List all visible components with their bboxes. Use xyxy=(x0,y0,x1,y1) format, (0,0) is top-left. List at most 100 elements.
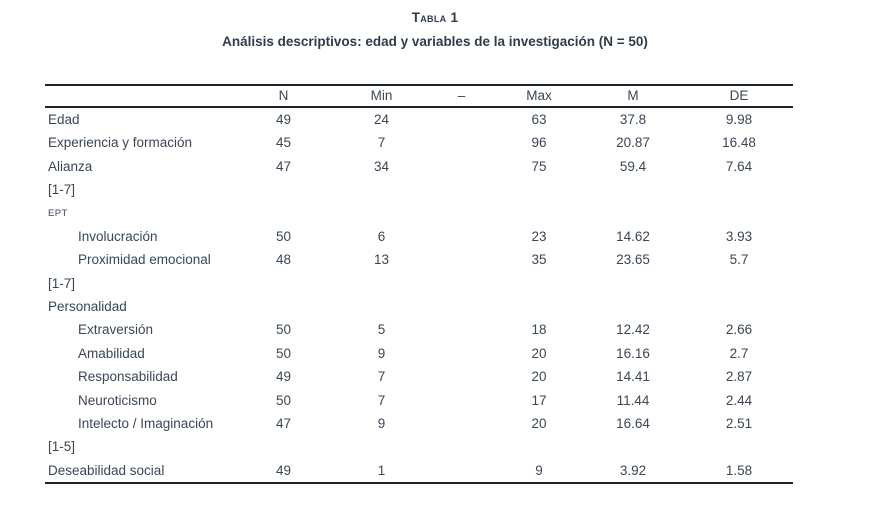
cell-n: 47 xyxy=(275,158,292,174)
table-row: [1-7] xyxy=(45,178,793,201)
cell-m: 20.87 xyxy=(616,135,650,151)
cell-n: 50 xyxy=(275,322,292,338)
table-body: Edad 49 24 63 37.8 9.98 Experiencia y formació… xyxy=(45,108,793,485)
row-label: Intelecto / Imaginación xyxy=(78,416,214,432)
col-header-de: DE xyxy=(729,88,749,104)
table-row: Edad 49 24 63 37.8 9.98 xyxy=(45,108,793,131)
row-label: Extraversión xyxy=(78,322,154,338)
row-label: Alianza xyxy=(48,158,93,174)
cell-de: 16.48 xyxy=(722,135,756,151)
table-row: Proximidad emocional 48 13 35 23.65 5.7 xyxy=(45,248,793,271)
cell-max: 17 xyxy=(531,392,547,408)
table-row: Experiencia y formación 45 7 96 20.87 16.48 xyxy=(45,131,793,154)
cell-min: 7 xyxy=(377,135,386,151)
col-header-m: M xyxy=(627,88,639,104)
row-label: Neuroticismo xyxy=(78,392,157,408)
cell-m: 12.42 xyxy=(616,322,650,338)
cell-n: 49 xyxy=(275,369,292,385)
cell-n: 49 xyxy=(275,111,292,127)
cell-m: 3.92 xyxy=(619,462,647,478)
cell-m: 14.62 xyxy=(616,228,650,244)
table-header-row: N Min – Max M DE xyxy=(45,86,793,108)
table-row: [1-7] xyxy=(45,272,793,295)
descriptives-table: N Min – Max M DE Edad 49 24 63 37.8 9.98 Exper… xyxy=(45,84,793,485)
cell-m: 23.65 xyxy=(616,252,650,268)
cell-min: 7 xyxy=(377,369,386,385)
cell-min: 13 xyxy=(373,252,390,268)
table-caption: Tabla 1 Análisis descriptivos: edad y va… xyxy=(0,0,870,51)
row-label: Experiencia y formación xyxy=(48,135,193,151)
table-title: Tabla 1 xyxy=(411,10,459,25)
cell-max: 96 xyxy=(531,135,547,151)
row-label: [1-7] xyxy=(48,275,76,291)
cell-n: 50 xyxy=(275,345,292,361)
cell-max: 9 xyxy=(535,462,543,478)
cell-n: 50 xyxy=(275,228,292,244)
cell-m: 16.64 xyxy=(616,416,650,432)
row-label: Responsabilidad xyxy=(78,369,178,385)
table-row: Extraversión 50 5 18 12.42 2.66 xyxy=(45,319,793,342)
cell-de: 2.87 xyxy=(725,369,753,385)
cell-de: 2.66 xyxy=(725,322,753,338)
table-row: Involucración 50 6 23 14.62 3.93 xyxy=(45,225,793,248)
cell-min: 9 xyxy=(377,345,386,361)
row-label: [1-5] xyxy=(48,439,76,455)
cell-m: 14.41 xyxy=(616,369,650,385)
table-row: Responsabilidad 49 7 20 14.41 2.87 xyxy=(45,365,793,388)
row-label: Proximidad emocional xyxy=(78,252,211,268)
table-row: Neuroticismo 50 7 17 11.44 2.44 xyxy=(45,389,793,412)
cell-max: 18 xyxy=(531,322,547,338)
cell-max: 20 xyxy=(531,369,547,385)
cell-n: 45 xyxy=(275,135,292,151)
cell-min: 6 xyxy=(377,228,386,244)
row-label: Personalidad xyxy=(48,299,127,315)
cell-de: 7.64 xyxy=(725,158,753,174)
cell-m: 11.44 xyxy=(616,392,650,408)
cell-de: 3.93 xyxy=(725,228,753,244)
row-label: Amabilidad xyxy=(78,345,145,361)
table-subtitle: Análisis descriptivos: edad y variables … xyxy=(222,34,648,49)
cell-max: 35 xyxy=(531,252,547,268)
cell-min: 9 xyxy=(377,416,386,432)
cell-min: 1 xyxy=(377,462,386,478)
table-row: Alianza 47 34 75 59.4 7.64 xyxy=(45,155,793,178)
table-row: Personalidad xyxy=(45,295,793,318)
row-label: [1-7] xyxy=(48,182,76,198)
table-row: Deseabilidad social 49 1 9 3.92 1.58 xyxy=(45,459,793,482)
row-label: EPT xyxy=(48,207,68,219)
row-label: Deseabilidad social xyxy=(48,462,165,478)
cell-min: 7 xyxy=(377,392,386,408)
table-row: Amabilidad 50 9 20 16.16 2.7 xyxy=(45,342,793,365)
row-label: Edad xyxy=(48,111,80,127)
cell-n: 50 xyxy=(275,392,292,408)
row-label: Involucración xyxy=(78,228,158,244)
cell-max: 20 xyxy=(531,345,547,361)
cell-max: 23 xyxy=(531,228,547,244)
cell-de: 5.7 xyxy=(729,252,749,268)
col-header-max: Max xyxy=(526,88,552,104)
col-header-min: Min xyxy=(370,88,393,104)
col-header-dash: – xyxy=(457,88,466,104)
table-row: [1-5] xyxy=(45,435,793,458)
cell-de: 2.7 xyxy=(729,345,749,361)
cell-min: 5 xyxy=(377,322,386,338)
cell-m: 59.4 xyxy=(619,158,647,174)
cell-max: 63 xyxy=(531,111,547,127)
cell-max: 75 xyxy=(531,158,547,174)
cell-m: 37.8 xyxy=(619,111,647,127)
table-row: Intelecto / Imaginación 47 9 20 16.64 2.51 xyxy=(45,412,793,435)
cell-de: 9.98 xyxy=(725,111,753,127)
cell-n: 49 xyxy=(275,462,292,478)
cell-de: 1.58 xyxy=(725,462,753,478)
cell-min: 24 xyxy=(373,111,390,127)
cell-max: 20 xyxy=(531,416,547,432)
cell-min: 34 xyxy=(373,158,390,174)
col-header-n: N xyxy=(278,88,289,104)
cell-de: 2.44 xyxy=(725,392,753,408)
cell-de: 2.51 xyxy=(725,416,753,432)
cell-n: 48 xyxy=(275,252,292,268)
cell-n: 47 xyxy=(275,416,292,432)
table-row: EPT xyxy=(45,202,793,225)
cell-m: 16.16 xyxy=(616,345,650,361)
